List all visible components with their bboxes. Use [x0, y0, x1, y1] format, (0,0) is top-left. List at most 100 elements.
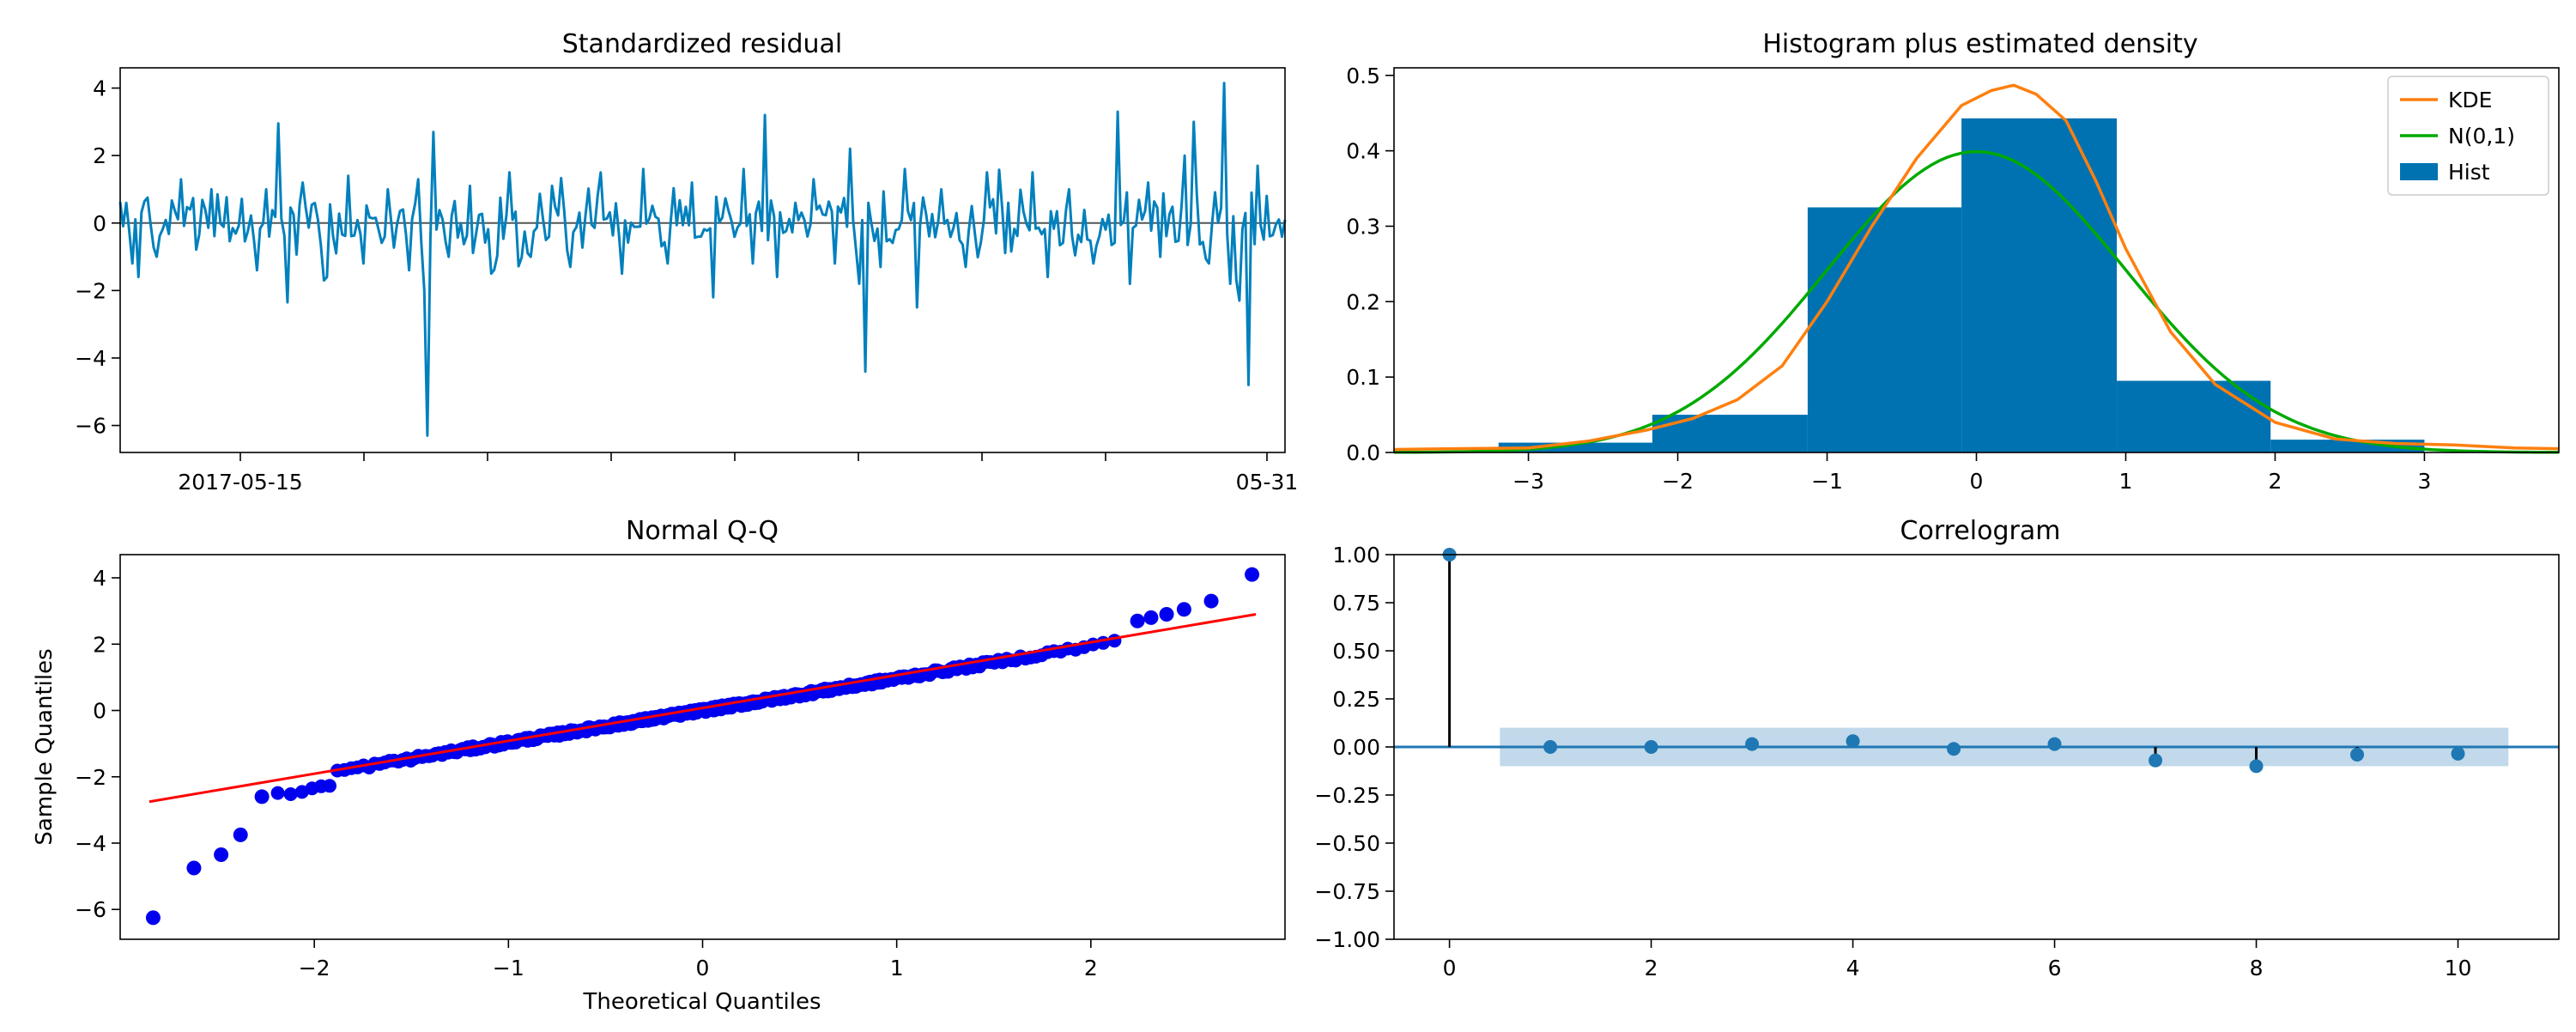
qq-point [283, 787, 298, 801]
y-tick-label: 0.3 [1346, 214, 1380, 239]
x-tick-label: −2 [1662, 469, 1694, 494]
y-tick-label: 1.00 [1332, 543, 1380, 568]
acf-marker [1947, 742, 1961, 756]
y-tick-label: 0.4 [1346, 139, 1380, 164]
histogram-bar [1498, 442, 1652, 452]
kde-curve [1393, 83, 2560, 452]
y-tick-label: −2 [75, 765, 106, 790]
qq-point [323, 779, 336, 793]
y-tick-label: 0.00 [1332, 735, 1380, 760]
qq-point [233, 827, 248, 842]
acf-marker [1644, 740, 1658, 754]
qq-point [270, 786, 285, 800]
y-tick-label: 0 [93, 211, 106, 236]
x-tick-label: 2 [2268, 469, 2282, 494]
histogram-density-panel: Histogram plus estimated density −3 −2 −1 0… [1346, 29, 2560, 494]
y-tick-label: −4 [75, 831, 106, 856]
qq-point [1107, 634, 1122, 648]
y-tick-label: 0 [93, 699, 106, 724]
acf-marker [2149, 753, 2163, 768]
x-tick-label: 8 [2250, 956, 2264, 980]
qq-point [145, 910, 161, 926]
y-axis-label: Sample Quantiles [32, 648, 58, 845]
qq-point [1159, 607, 1174, 622]
qq-plot-area [145, 567, 1260, 926]
y-tick-label: 4 [93, 76, 106, 101]
x-tick-label: 0 [696, 956, 710, 980]
acf-marker [1745, 737, 1760, 751]
x-tick-label-end: 05-31 [1236, 470, 1299, 495]
y-tick-label: 0.1 [1346, 365, 1380, 390]
x-tick-label: 4 [1846, 956, 1860, 980]
x-tick-label: 0 [1443, 956, 1457, 980]
legend-normal-label: N(0,1) [2448, 124, 2515, 149]
x-tick-label: 10 [2445, 956, 2472, 980]
x-tick-label: −2 [299, 956, 330, 980]
acf-marker [1846, 734, 1860, 749]
legend-kde-label: KDE [2448, 88, 2492, 112]
acf-marker [1543, 740, 1558, 754]
panel-title: Correlogram [1900, 516, 2061, 546]
qq-point [214, 847, 229, 863]
qq-point [1203, 593, 1219, 609]
y-tick-label: −6 [75, 414, 106, 439]
histogram-bar [2117, 380, 2271, 452]
tick-group: −6 −4 −2 0 2 4 [75, 76, 1268, 461]
correlogram-panel: Correlogram 0 2 4 6 8 10−1.00−0.75−0.50−0.250… [1314, 516, 2560, 980]
y-tick-label: −0.25 [1314, 783, 1380, 808]
legend: KDE N(0,1) Hist [2387, 76, 2549, 196]
qq-point [254, 789, 270, 804]
residual-series-line [118, 82, 1287, 437]
x-tick-label: −1 [1811, 469, 1843, 494]
x-axis-label: Theoretical Quantiles [582, 989, 821, 1015]
y-tick-label: −2 [75, 278, 106, 303]
y-tick-label: −6 [75, 897, 106, 922]
qq-point [1245, 567, 1260, 582]
axes-frame [119, 67, 1286, 453]
residual-plot-area [118, 82, 1287, 437]
y-tick-label: 0.75 [1332, 591, 1380, 616]
qq-point [1143, 610, 1159, 625]
y-tick-label: 4 [93, 566, 106, 591]
acf-plot-area [1394, 548, 2559, 774]
x-tick-label: 2 [1084, 956, 1098, 980]
y-tick-label: 0.50 [1332, 639, 1380, 664]
normal-qq-panel: Normal Q-Q −2 −1 0 1 2 −6 −4 −2 0 2 4 Theoretical … [32, 516, 1286, 1015]
qq-point [1130, 613, 1145, 628]
acf-marker [2350, 747, 2365, 762]
qq-point [1176, 602, 1191, 617]
x-tick-label: 2 [1645, 956, 1658, 980]
y-tick-label: 0.0 [1346, 440, 1380, 465]
qq-point [186, 860, 202, 876]
y-tick-label: 2 [93, 143, 106, 168]
acf-marker [2047, 737, 2062, 751]
y-tick-label: 0.2 [1346, 289, 1380, 314]
panel-title: Normal Q-Q [626, 516, 779, 546]
x-tick-label-start: 2017-05-15 [178, 470, 302, 495]
tick-group: −3 −2 −1 0 1 2 3 0.0 0.1 0.2 0.3 0.4 0.5 [1346, 64, 2431, 494]
x-tick-label: −1 [493, 956, 524, 980]
x-tick-label: 6 [2048, 956, 2062, 980]
x-tick-label: 1 [2119, 469, 2133, 494]
histogram-plot-area [1393, 83, 2560, 454]
histogram-bar [1652, 415, 1808, 452]
y-tick-label: 2 [93, 632, 106, 657]
x-tick-label: 0 [1970, 469, 1984, 494]
tick-group: −2 −1 0 1 2 −6 −4 −2 0 2 4 [75, 566, 1098, 980]
legend-hist-label: Hist [2448, 160, 2490, 185]
qq-fit-line [148, 613, 1257, 804]
panel-title: Histogram plus estimated density [1762, 29, 2197, 59]
acf-marker [2451, 746, 2465, 761]
y-tick-label: −0.75 [1314, 879, 1380, 904]
acf-marker [2249, 759, 2264, 774]
x-tick-label: 1 [890, 956, 904, 980]
y-tick-label: −1.00 [1314, 927, 1380, 952]
legend-hist-swatch [2400, 163, 2438, 180]
histogram-bar [1807, 207, 1962, 452]
y-tick-label: −4 [75, 346, 106, 371]
x-tick-label: −3 [1512, 469, 1544, 494]
standardized-residual-panel: Standardized residual −6 −4 −2 0 2 4 2017-05-… [75, 29, 1298, 495]
histogram-bar [1961, 118, 2118, 452]
panel-title: Standardized residual [562, 29, 842, 59]
